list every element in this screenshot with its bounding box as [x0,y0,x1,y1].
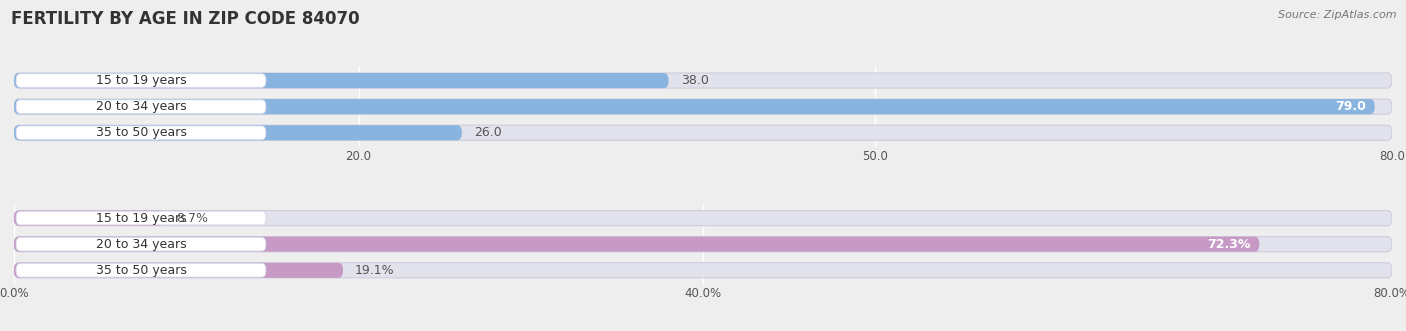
Text: 19.1%: 19.1% [356,264,395,277]
FancyBboxPatch shape [15,126,266,140]
FancyBboxPatch shape [14,237,1392,252]
FancyBboxPatch shape [14,99,1375,114]
FancyBboxPatch shape [15,237,266,251]
Text: 35 to 50 years: 35 to 50 years [96,126,187,139]
FancyBboxPatch shape [14,211,1392,226]
FancyBboxPatch shape [14,237,1260,252]
Text: FERTILITY BY AGE IN ZIP CODE 84070: FERTILITY BY AGE IN ZIP CODE 84070 [11,10,360,28]
Text: 35 to 50 years: 35 to 50 years [96,264,187,277]
Text: 15 to 19 years: 15 to 19 years [96,74,187,87]
Text: 8.7%: 8.7% [176,212,208,225]
Text: 72.3%: 72.3% [1208,238,1251,251]
Text: 20 to 34 years: 20 to 34 years [96,238,187,251]
FancyBboxPatch shape [14,263,1392,278]
Text: 15 to 19 years: 15 to 19 years [96,212,187,225]
FancyBboxPatch shape [14,99,1392,114]
Text: 26.0: 26.0 [474,126,502,139]
Text: 79.0: 79.0 [1336,100,1367,113]
Text: 38.0: 38.0 [681,74,709,87]
FancyBboxPatch shape [15,74,266,87]
FancyBboxPatch shape [14,125,463,140]
Text: Source: ZipAtlas.com: Source: ZipAtlas.com [1278,10,1396,20]
FancyBboxPatch shape [15,100,266,114]
FancyBboxPatch shape [14,125,1392,140]
FancyBboxPatch shape [15,263,266,277]
FancyBboxPatch shape [14,263,343,278]
FancyBboxPatch shape [14,211,165,226]
Text: 20 to 34 years: 20 to 34 years [96,100,187,113]
FancyBboxPatch shape [14,73,669,88]
FancyBboxPatch shape [15,211,266,225]
FancyBboxPatch shape [14,73,1392,88]
